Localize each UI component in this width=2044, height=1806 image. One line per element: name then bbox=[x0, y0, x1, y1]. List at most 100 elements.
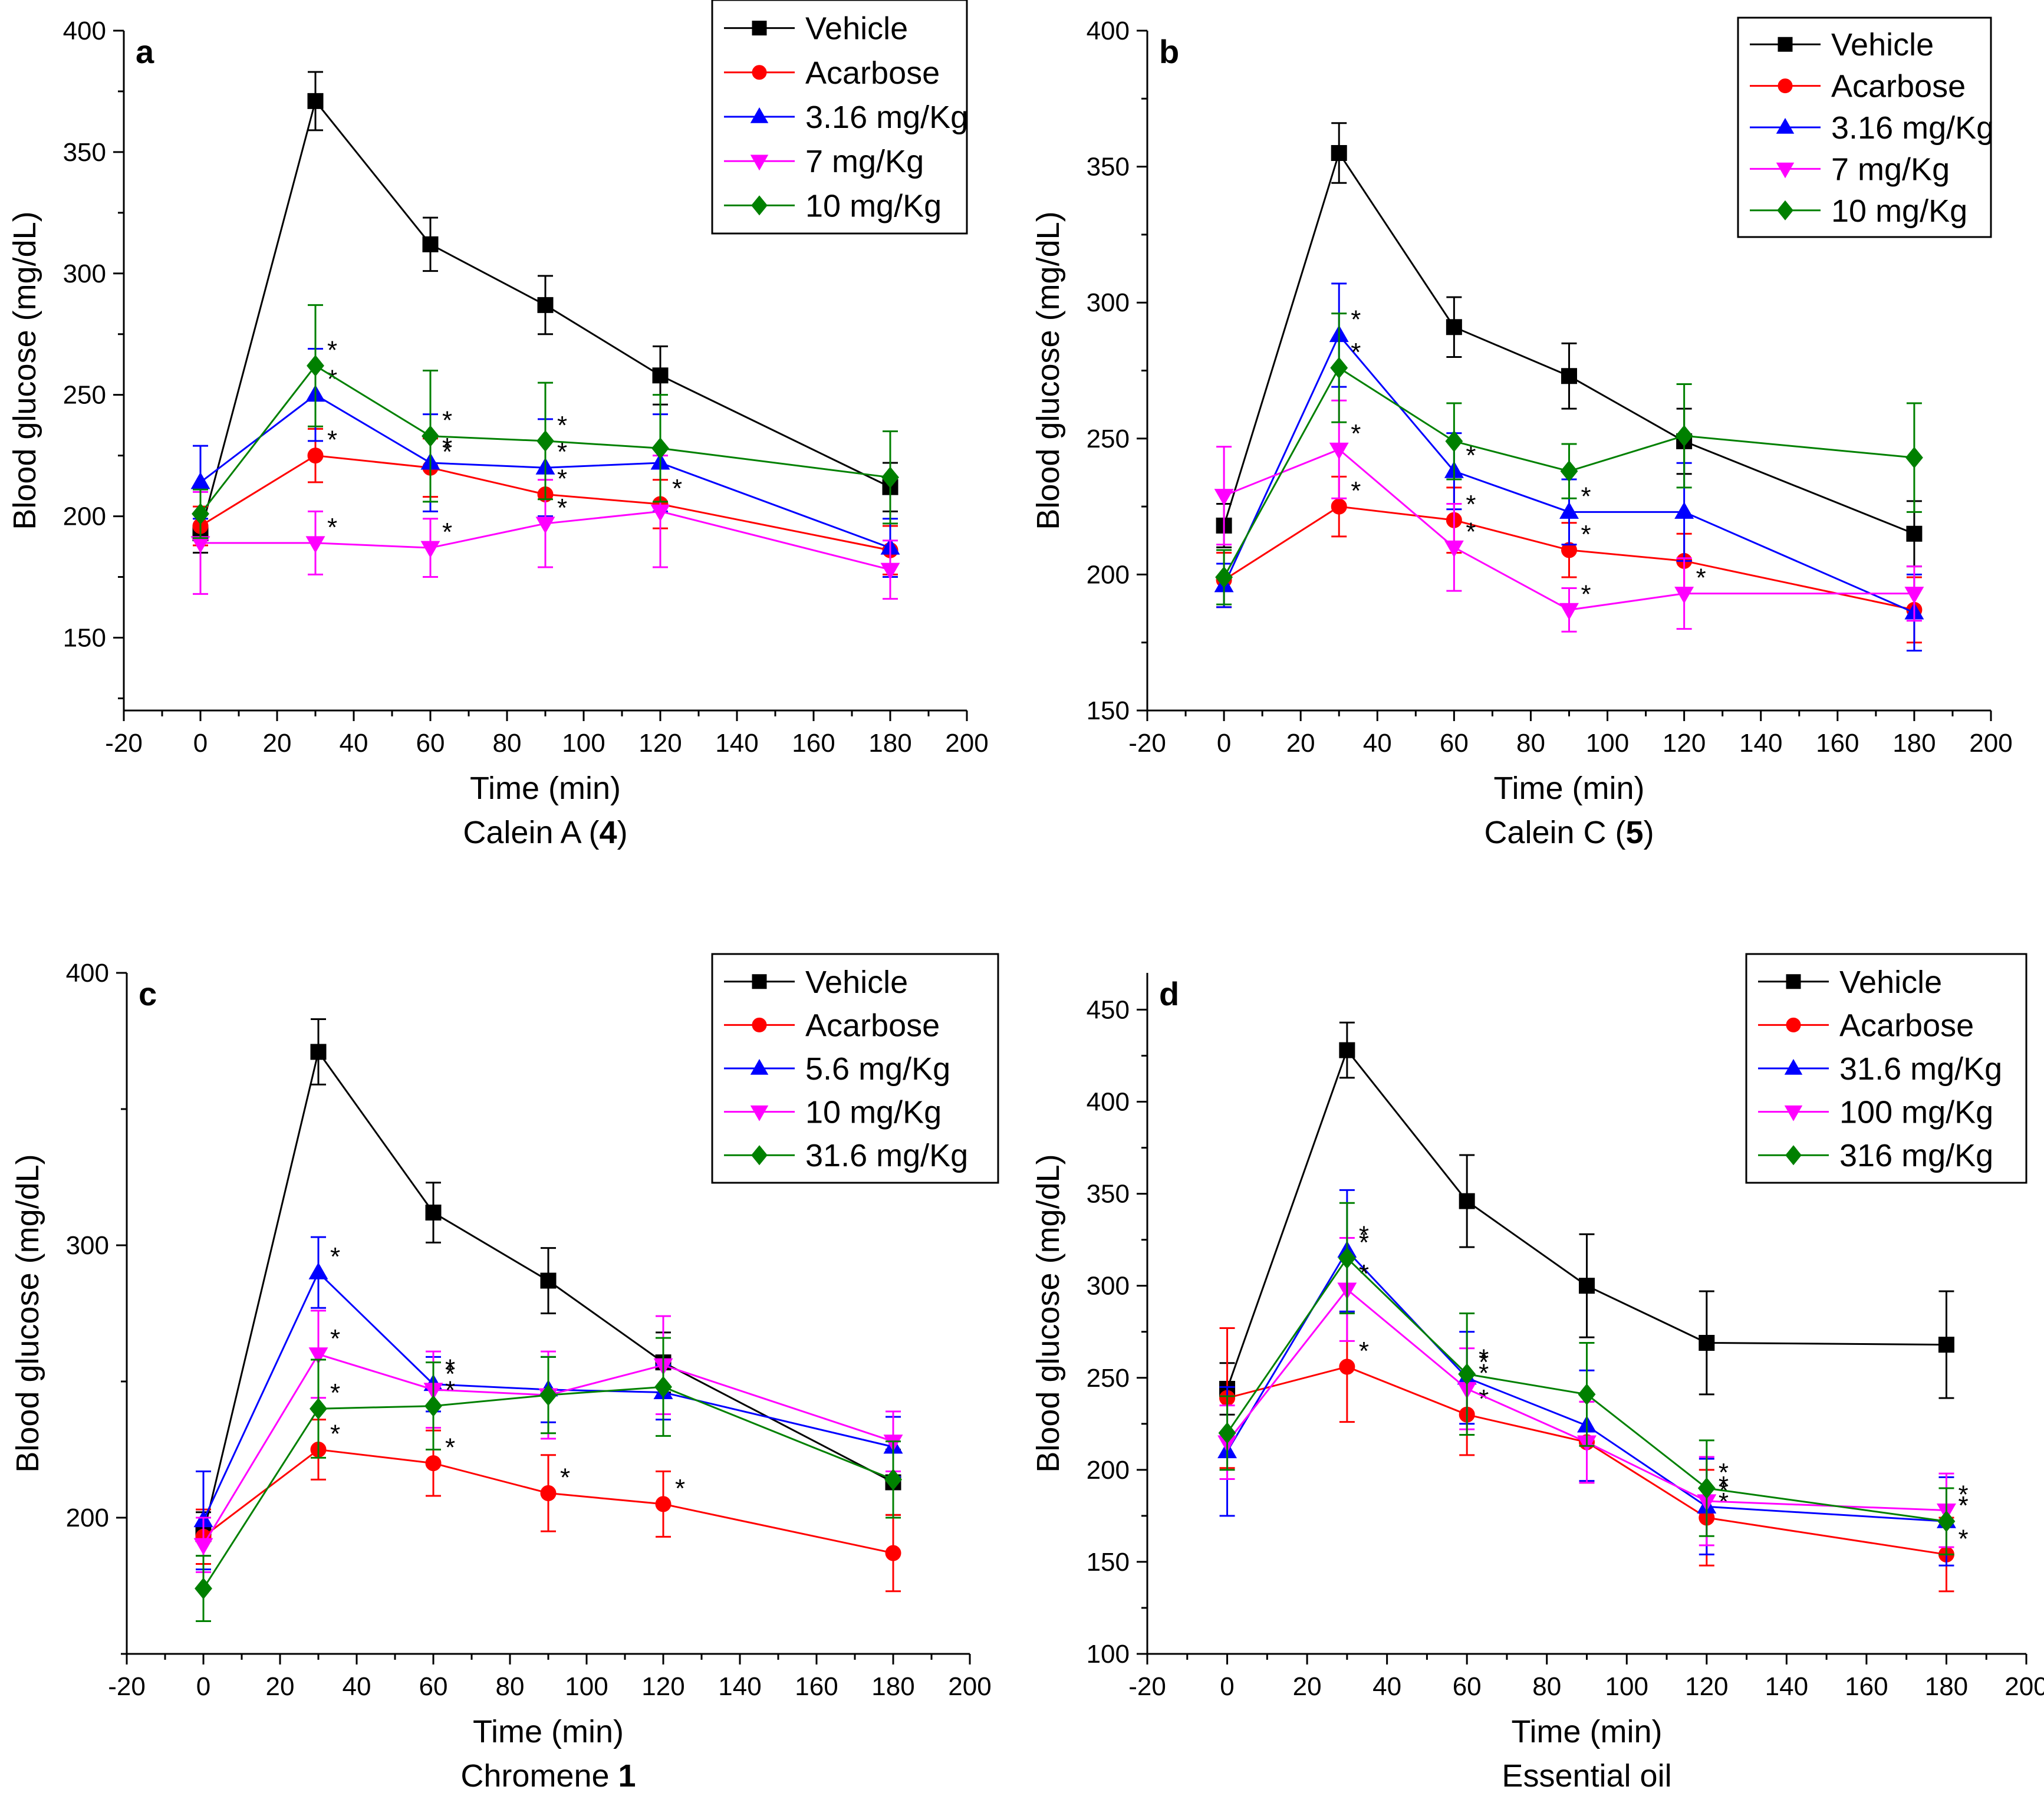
significance-star: * bbox=[557, 494, 567, 522]
significance-star: * bbox=[1351, 338, 1361, 367]
data-point bbox=[1331, 145, 1347, 162]
legend: Vehicle Acarbose 5.6 mg/Kg 10 mg/Kg 31.6 mg/… bbox=[711, 953, 999, 1184]
x-tick-label: 100 bbox=[562, 729, 605, 758]
panel-letter: c bbox=[139, 975, 157, 1012]
y-axis-title: Blood glucose (mg/dL) bbox=[1031, 1154, 1066, 1472]
y-tick-label: 250 bbox=[1087, 1364, 1130, 1393]
data-point bbox=[1674, 587, 1694, 604]
data-point bbox=[1559, 502, 1579, 519]
significance-star: * bbox=[330, 1379, 340, 1407]
caption-text: Calein A ( bbox=[463, 815, 599, 850]
data-point bbox=[192, 503, 209, 525]
data-point bbox=[310, 1397, 327, 1420]
x-tick-label: 0 bbox=[1220, 1672, 1234, 1701]
data-point bbox=[425, 1455, 442, 1472]
data-point bbox=[1215, 566, 1233, 588]
legend-label: Acarbose bbox=[1831, 69, 1966, 104]
series-7-mg-kg: **** bbox=[1214, 399, 1924, 633]
data-point bbox=[885, 1545, 901, 1561]
x-tick-label: 120 bbox=[1685, 1672, 1728, 1701]
y-tick-label: 150 bbox=[1087, 696, 1130, 725]
y-tick-label: 150 bbox=[63, 623, 106, 652]
series-line bbox=[1226, 1288, 1947, 1512]
x-tick-label: 100 bbox=[1586, 729, 1629, 758]
legend-label: 10 mg/Kg bbox=[1831, 193, 1967, 229]
panel-caption: Calein A (4) bbox=[463, 815, 627, 850]
x-tick-label: 80 bbox=[1516, 729, 1545, 758]
x-tick-label: 20 bbox=[263, 729, 292, 758]
significance-star: * bbox=[1581, 482, 1591, 511]
series-line bbox=[200, 455, 891, 551]
significance-star: * bbox=[1581, 520, 1591, 549]
series-line bbox=[1226, 1249, 1947, 1522]
series-316-mg-kg: **** bbox=[1218, 1202, 1969, 1555]
data-point bbox=[307, 93, 324, 109]
significance-star: * bbox=[1719, 1471, 1729, 1500]
x-tick-label: 60 bbox=[1453, 1672, 1482, 1701]
legend-label: Acarbose bbox=[805, 1008, 940, 1043]
series-line bbox=[202, 1353, 894, 1545]
legend-marker bbox=[752, 974, 767, 989]
legend-marker bbox=[752, 21, 767, 36]
series-acarbose: **** bbox=[192, 426, 898, 575]
y-tick-label: 300 bbox=[66, 1231, 109, 1260]
series-line bbox=[203, 1448, 894, 1554]
data-point bbox=[539, 1384, 557, 1406]
significance-star: * bbox=[1958, 1491, 1968, 1520]
legend-label: 100 mg/Kg bbox=[1839, 1095, 1993, 1130]
legend-label: 10 mg/Kg bbox=[805, 1095, 942, 1130]
x-tick-label: -20 bbox=[105, 729, 143, 758]
legend-marker bbox=[750, 154, 769, 171]
caption-text: Chromene bbox=[460, 1758, 618, 1794]
x-tick-label: 180 bbox=[1892, 729, 1936, 758]
caption-text: Calein C ( bbox=[1484, 815, 1625, 850]
panel-letter: a bbox=[136, 33, 154, 70]
x-tick-label: 100 bbox=[565, 1672, 608, 1701]
significance-star: * bbox=[330, 1420, 340, 1449]
series-10-mg-kg: ** * bbox=[192, 304, 899, 540]
legend-label: 31.6 mg/Kg bbox=[805, 1138, 968, 1173]
data-point bbox=[1904, 587, 1924, 604]
legend-marker bbox=[1778, 37, 1793, 52]
data-point bbox=[1559, 603, 1579, 620]
data-point bbox=[655, 1496, 672, 1512]
x-tick-label: 80 bbox=[496, 1672, 525, 1701]
legend-label: 31.6 mg/Kg bbox=[1839, 1051, 2002, 1087]
y-tick-label: 200 bbox=[63, 502, 106, 531]
x-tick-label: 20 bbox=[266, 1672, 295, 1701]
data-point bbox=[1578, 1383, 1596, 1406]
data-point bbox=[540, 1485, 557, 1501]
legend-marker bbox=[1777, 200, 1793, 221]
data-point bbox=[422, 425, 439, 448]
x-tick-label: 140 bbox=[1739, 729, 1782, 758]
significance-star: * bbox=[330, 1324, 340, 1353]
significance-star: * bbox=[1958, 1491, 1968, 1520]
x-tick-label: 80 bbox=[1532, 1672, 1561, 1701]
x-tick-label: 160 bbox=[1845, 1672, 1888, 1701]
x-tick-label: 140 bbox=[715, 729, 758, 758]
x-tick-label: -20 bbox=[108, 1672, 146, 1701]
data-point bbox=[424, 1395, 442, 1417]
data-point bbox=[1938, 1337, 1954, 1353]
legend-marker bbox=[1776, 162, 1795, 179]
data-point bbox=[1444, 540, 1464, 558]
data-point bbox=[1905, 446, 1923, 469]
panel-d: -20 0 20 40 60 80 100 120 140 160 180 200 100 150 200 2… bbox=[1031, 953, 2044, 1794]
significance-star: * bbox=[1958, 1481, 1968, 1509]
legend-box bbox=[711, 953, 999, 1184]
series-acarbose: * ** bbox=[1216, 475, 1923, 644]
data-point bbox=[1218, 1422, 1236, 1444]
series-line bbox=[1223, 505, 1915, 611]
data-point bbox=[1338, 1247, 1356, 1269]
series-line bbox=[199, 364, 891, 515]
legend-label: Vehicle bbox=[805, 965, 908, 1000]
x-tick-label: 40 bbox=[340, 729, 368, 758]
legend-label: Acarbose bbox=[1839, 1008, 1974, 1043]
x-tick-label: 0 bbox=[193, 729, 208, 758]
series-line bbox=[200, 510, 891, 571]
series-line bbox=[199, 99, 891, 534]
caption-text: Essential oil bbox=[1502, 1758, 1671, 1794]
x-axis-title: Time (min) bbox=[1512, 1714, 1663, 1749]
data-point bbox=[650, 504, 670, 522]
data-point bbox=[1674, 502, 1694, 519]
